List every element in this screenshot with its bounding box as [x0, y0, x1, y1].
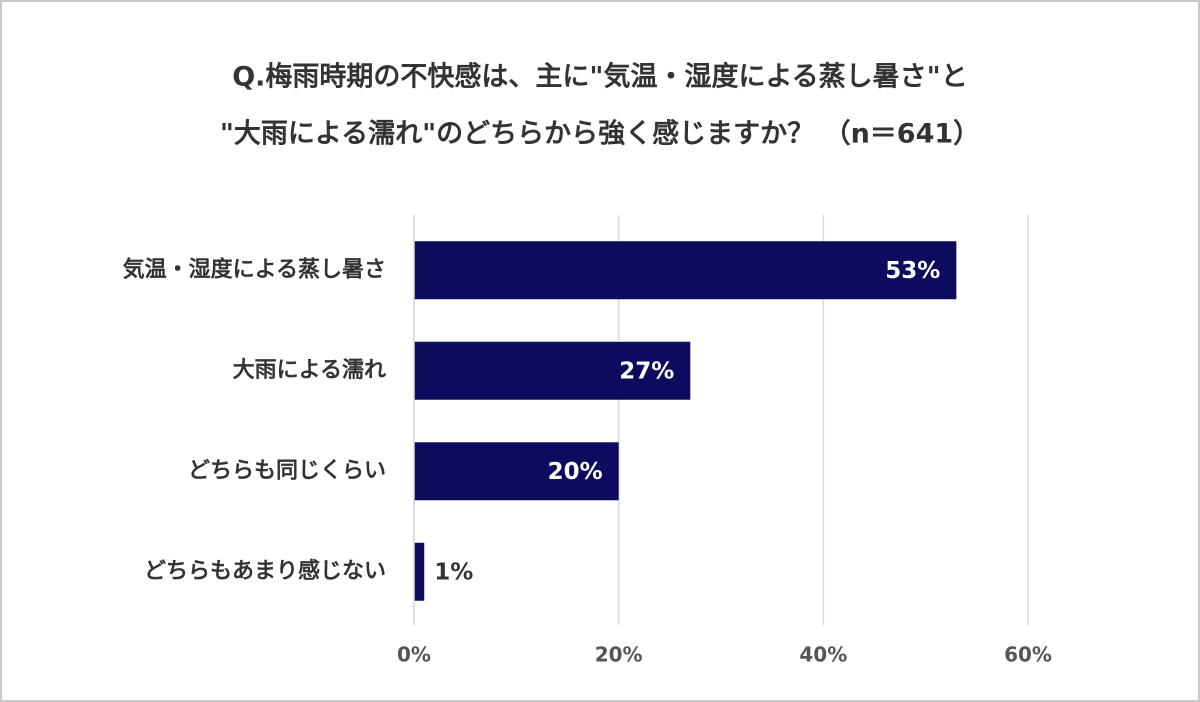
data-label: 1%: [434, 559, 473, 585]
bar: [414, 442, 619, 501]
x-tick-label: 0%: [397, 643, 431, 667]
bar: [414, 542, 425, 601]
y-tick-label: どちらも同じくらい: [188, 458, 386, 483]
x-tick-label: 40%: [799, 643, 847, 667]
y-tick-label: どちらもあまり感じない: [144, 558, 386, 584]
chart-title: "大雨による濡れ"のどちらから強く感じますか？ （n＝641）: [220, 118, 980, 150]
chart-title: Q.梅雨時期の不快感は、主に"気温・湿度による蒸し暑さ"と: [232, 61, 968, 93]
data-label: 20%: [548, 459, 603, 485]
y-tick-label: 気温・湿度による蒸し暑さ: [123, 256, 386, 282]
x-tick-label: 60%: [1004, 643, 1052, 667]
data-label: 27%: [619, 358, 674, 384]
bar: [414, 341, 691, 400]
y-tick-label: 大雨による濡れ: [233, 358, 386, 383]
x-tick-label: 20%: [595, 643, 643, 667]
bar: [414, 241, 957, 300]
data-label: 53%: [885, 258, 940, 284]
